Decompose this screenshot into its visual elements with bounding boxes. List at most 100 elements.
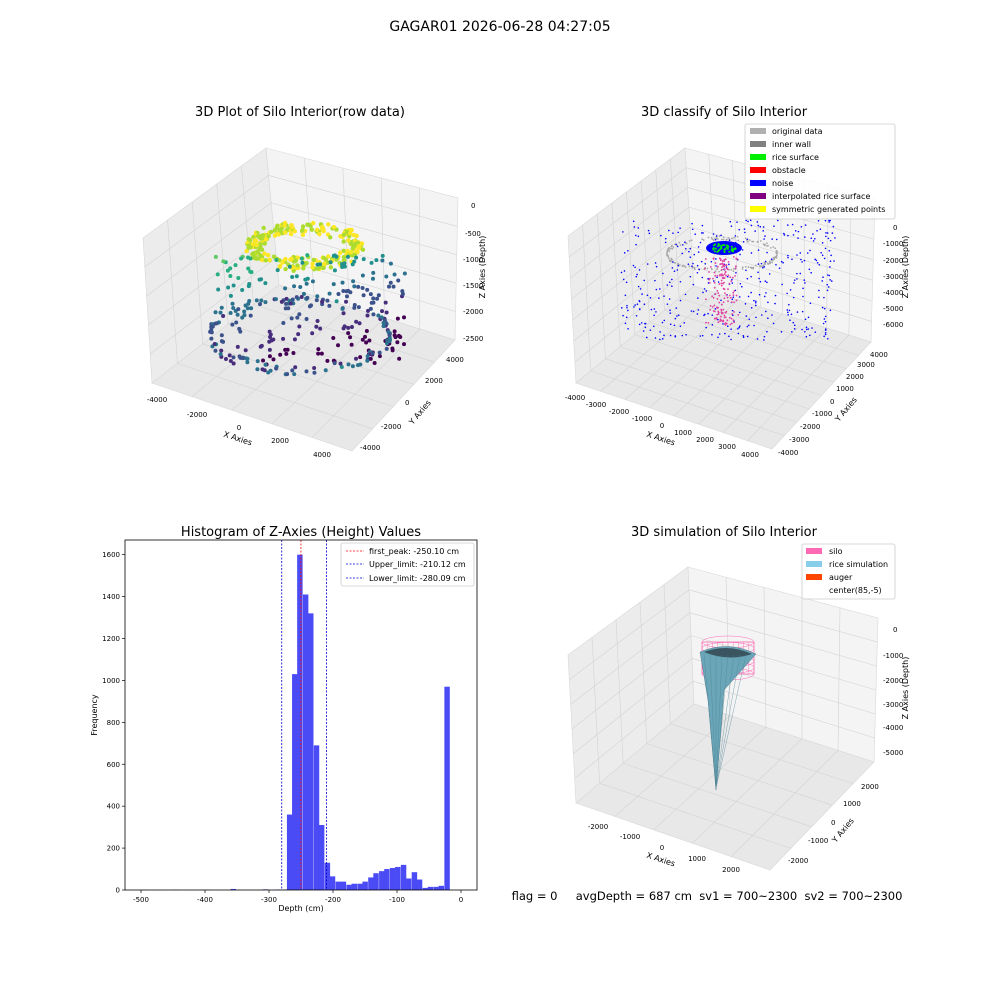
data-point (700, 260, 703, 263)
data-point (304, 316, 309, 321)
data-point (711, 333, 713, 336)
data-point (712, 257, 715, 260)
data-point (803, 259, 806, 262)
data-point (670, 259, 673, 262)
data-point (772, 256, 775, 259)
histogram-frame (124, 539, 478, 891)
data-point (722, 282, 724, 285)
data-point (713, 304, 716, 307)
data-point (787, 313, 789, 316)
data-point (679, 325, 682, 328)
data-point (737, 313, 740, 316)
data-point (714, 243, 717, 246)
data-point (312, 370, 317, 375)
data-point (277, 228, 282, 233)
p2-zlabel: Z Axies (Depth) (901, 236, 910, 299)
data-point (263, 300, 268, 305)
data-point (719, 273, 722, 276)
data-point (331, 224, 337, 230)
data-point (814, 258, 816, 261)
data-point (334, 299, 339, 304)
data-point (758, 293, 761, 296)
data-point (722, 243, 725, 246)
data-point (221, 339, 226, 344)
data-point (258, 302, 263, 307)
data-point (391, 284, 396, 289)
data-point (834, 237, 836, 239)
data-point (649, 329, 652, 331)
data-point (725, 274, 727, 277)
data-point (684, 293, 687, 296)
data-point (716, 238, 719, 240)
p1-ztick-4: -1500 (463, 282, 483, 290)
grid-line (688, 589, 878, 643)
data-point (720, 303, 723, 306)
data-point (235, 344, 240, 349)
data-point (775, 254, 778, 257)
grid-line (202, 343, 394, 407)
p2-ytick-1: -4000 (778, 449, 798, 457)
p2-xtick-7: 2000 (696, 436, 714, 444)
data-point (756, 338, 759, 340)
data-point (786, 311, 789, 314)
data-point (825, 232, 827, 234)
data-point (717, 321, 720, 324)
data-point (242, 313, 247, 318)
data-point (772, 246, 775, 248)
data-point (713, 250, 716, 253)
data-point (730, 301, 733, 304)
data-point (745, 269, 747, 272)
data-point (816, 229, 818, 232)
legend-frame (801, 543, 896, 600)
data-point (737, 328, 739, 330)
grid-line (670, 158, 680, 299)
data-point (701, 334, 704, 337)
data-point (720, 284, 723, 287)
data-point (626, 306, 628, 309)
data-point (331, 336, 336, 341)
data-point (780, 331, 783, 333)
data-point (305, 253, 310, 258)
data-point (792, 296, 795, 299)
data-point (230, 322, 235, 327)
data-point (720, 247, 723, 250)
data-point (788, 303, 790, 306)
data-point (294, 274, 299, 279)
data-point (354, 233, 359, 239)
data-point (348, 290, 353, 295)
panel-classify-points (620, 219, 836, 341)
data-point (340, 264, 345, 269)
data-point (773, 225, 775, 227)
data-point (376, 313, 381, 318)
data-point (720, 238, 723, 241)
data-point (231, 306, 236, 311)
data-point (738, 325, 741, 327)
data-point (246, 266, 251, 271)
grid-line (253, 304, 435, 363)
p2-xtick-4: -1000 (632, 415, 652, 423)
data-point (778, 267, 781, 270)
data-point (297, 324, 302, 329)
data-point (823, 257, 826, 260)
p1-zlabel: Z Axies (Depth) (478, 236, 487, 299)
data-point (780, 260, 783, 263)
data-point (691, 266, 694, 269)
data-point (638, 269, 641, 271)
data-point (655, 311, 657, 313)
data-point (728, 239, 731, 242)
data-point (239, 256, 244, 261)
data-point (828, 274, 831, 277)
data-point (804, 282, 806, 284)
data-point (710, 267, 713, 270)
data-point (668, 250, 671, 253)
data-point (692, 283, 695, 286)
data-point (670, 245, 673, 248)
data-point (248, 256, 253, 261)
data-point (744, 303, 747, 305)
data-point (278, 352, 283, 357)
data-point (316, 347, 321, 352)
data-point (679, 280, 682, 283)
histogram-bar (416, 879, 423, 890)
data-point (719, 263, 722, 266)
data-point (713, 271, 716, 274)
